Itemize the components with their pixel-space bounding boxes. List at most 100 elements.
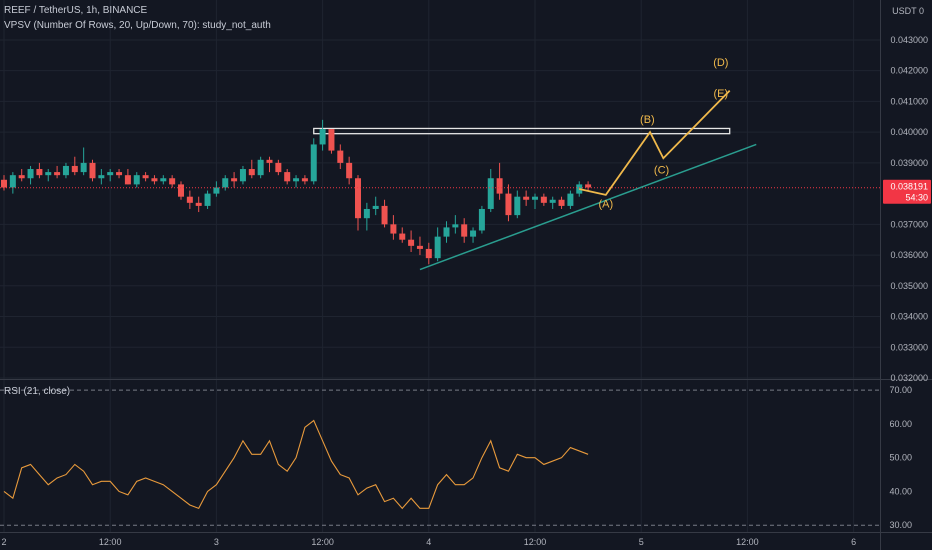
candle-body xyxy=(346,162,353,179)
price-pane[interactable]: (A) (B) (C) (D) (E) xyxy=(0,57,880,271)
candle-body xyxy=(36,169,43,176)
candle-body xyxy=(248,169,255,176)
candle-body xyxy=(275,162,282,173)
candle-body xyxy=(54,172,61,176)
price-tick-label: 0.041000 xyxy=(890,96,928,106)
indicator-title: VPSV (Number Of Rows, 20, Up/Down, 70): … xyxy=(4,20,271,31)
wave-projection[interactable] xyxy=(579,90,731,196)
rsi-title: RSI (21, close) xyxy=(4,386,71,397)
candle-body xyxy=(381,205,388,225)
price-tick-label: 0.042000 xyxy=(890,66,928,76)
candle-body xyxy=(62,165,69,176)
currency-name: USDT xyxy=(892,6,917,16)
candle-body xyxy=(390,224,397,234)
time-tick-label: 12:00 xyxy=(99,537,122,547)
current-price-badge[interactable] xyxy=(883,179,931,204)
candle-body xyxy=(160,178,167,182)
candle-body xyxy=(310,144,317,182)
candle-body xyxy=(514,196,521,216)
candle-body xyxy=(416,245,423,249)
price-tick-label: 0.035000 xyxy=(890,281,928,291)
candle-body xyxy=(452,224,459,228)
candle-body xyxy=(523,196,530,200)
candle-body xyxy=(434,236,441,259)
currency-suffix: 0 xyxy=(918,6,924,16)
candle-body xyxy=(204,193,211,206)
rsi-tick-label: 50.00 xyxy=(889,453,912,463)
candle-body xyxy=(470,230,477,237)
candle-body xyxy=(124,175,131,185)
candle-body xyxy=(399,233,406,240)
candle-body xyxy=(567,193,574,206)
time-tick-label: 2 xyxy=(1,537,6,547)
candle-body xyxy=(186,196,193,203)
candle-body xyxy=(301,178,308,182)
candle-body xyxy=(89,162,96,179)
wave-label[interactable]: (B) xyxy=(640,114,655,126)
price-tick-label: 0.040000 xyxy=(890,127,928,137)
time-tick-label: 4 xyxy=(426,537,431,547)
countdown-label: 54:30 xyxy=(905,193,928,203)
candle-body xyxy=(549,199,556,203)
time-tick-label: 12:00 xyxy=(311,537,334,547)
candle-body xyxy=(372,205,379,209)
candle-body xyxy=(222,178,229,188)
candle-body xyxy=(293,178,300,182)
candle-body xyxy=(461,224,468,237)
candle-body xyxy=(195,202,202,206)
rsi-pane[interactable] xyxy=(0,389,880,526)
candle-body xyxy=(133,175,140,185)
candle-body xyxy=(169,178,176,185)
candle-body xyxy=(18,175,25,179)
candle-body xyxy=(80,162,87,173)
candle-body xyxy=(98,175,105,179)
rsi-tick-label: 40.00 xyxy=(889,486,912,496)
currency-label[interactable]: USDT 0 xyxy=(892,6,924,16)
candle-body xyxy=(239,169,246,182)
grid-lines xyxy=(0,0,880,532)
candle-body xyxy=(45,172,52,176)
wave-label[interactable]: (A) xyxy=(598,198,613,210)
candle-body xyxy=(178,184,184,197)
rsi-tick-label: 70.00 xyxy=(889,385,912,395)
candle-body xyxy=(231,178,238,182)
candle-body xyxy=(585,184,592,188)
candle-body xyxy=(337,150,344,163)
candle-body xyxy=(478,208,485,231)
candle-body xyxy=(328,129,335,151)
candle-body xyxy=(487,178,494,209)
candle-body xyxy=(558,199,565,206)
wave-label[interactable]: (C) xyxy=(654,165,669,177)
candle-body xyxy=(443,227,450,237)
resistance-zone[interactable] xyxy=(313,127,731,135)
candle-body xyxy=(1,179,7,188)
candle-body xyxy=(151,178,158,182)
rsi-line[interactable] xyxy=(3,419,589,510)
candle-body xyxy=(363,208,370,219)
candle-body xyxy=(257,159,264,176)
time-tick-label: 5 xyxy=(639,537,644,547)
rsi-tick-label: 60.00 xyxy=(889,419,912,429)
candle-body xyxy=(142,175,149,179)
trendline[interactable] xyxy=(419,143,757,271)
time-tick-label: 6 xyxy=(851,537,856,547)
price-tick-label: 0.036000 xyxy=(890,250,928,260)
current-price-label: 0.038191 xyxy=(890,182,928,192)
price-tick-label: 0.039000 xyxy=(890,158,928,168)
candle-body xyxy=(27,169,34,179)
rsi-tick-label: 30.00 xyxy=(889,520,912,530)
price-tick-label: 0.034000 xyxy=(890,312,928,322)
wave-label[interactable]: (D) xyxy=(713,57,728,69)
time-tick-label: 12:00 xyxy=(736,537,759,547)
price-tick-label: 0.033000 xyxy=(890,342,928,352)
candle-body xyxy=(496,178,503,194)
candle-body xyxy=(116,172,123,176)
candle-body xyxy=(213,187,220,194)
candle-body xyxy=(319,129,326,145)
candle-body xyxy=(266,159,273,163)
candle-body xyxy=(71,165,78,173)
wave-label[interactable]: (E) xyxy=(714,88,729,100)
candle-body xyxy=(284,172,291,182)
